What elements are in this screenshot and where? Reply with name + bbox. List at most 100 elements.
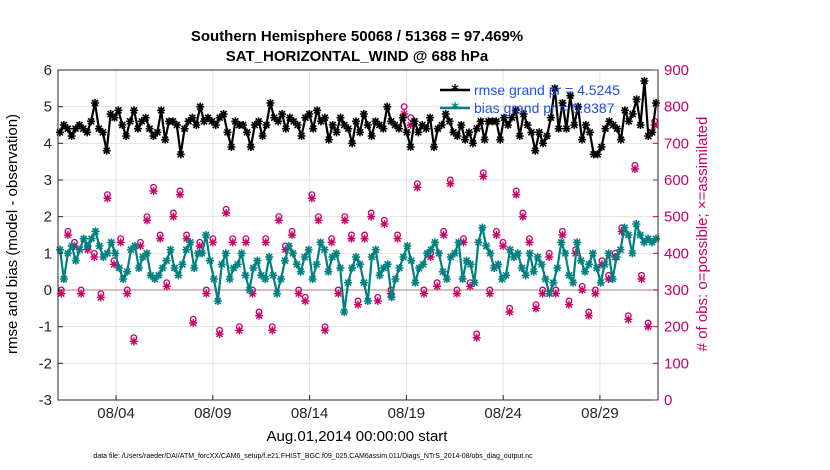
bias-marker — [154, 271, 163, 280]
rmse-marker — [554, 124, 563, 133]
obs-assimilated-marker — [96, 293, 105, 302]
obs-assimilated-marker — [459, 238, 468, 247]
obs-assimilated-marker — [149, 187, 158, 195]
bias-marker — [249, 264, 258, 272]
rmse-marker — [449, 128, 458, 137]
obs-assimilated-marker — [208, 238, 217, 247]
bias-marker — [498, 275, 507, 283]
rmse-marker — [387, 117, 396, 126]
bias-marker — [588, 249, 597, 258]
bias-marker — [209, 275, 218, 283]
obs-assimilated-marker — [143, 216, 152, 225]
bias-marker — [502, 271, 511, 280]
bias-marker — [458, 275, 467, 283]
bias-marker — [269, 271, 278, 280]
legend: * rmse grand pr = 4.5245 * bias grand pr… — [440, 81, 620, 117]
bias-marker — [592, 264, 601, 272]
rmse-marker — [398, 113, 407, 122]
obs-possible-marker — [400, 103, 408, 111]
bias-marker — [600, 260, 609, 269]
obs-assimilated-marker — [452, 289, 461, 298]
bias-marker — [320, 245, 329, 254]
left-tick-label: 0 — [44, 282, 52, 299]
legend-bias-marker: * — [451, 99, 459, 117]
rmse-marker — [609, 121, 618, 129]
rmse-marker — [480, 135, 489, 144]
bias-marker — [292, 260, 301, 269]
obs-assimilated-marker — [162, 282, 171, 291]
rmse-marker — [429, 143, 438, 151]
rmse-marker — [585, 128, 594, 137]
rmse-marker — [652, 99, 661, 107]
rmse-marker — [266, 99, 275, 107]
rmse-marker — [114, 106, 123, 115]
obs-assimilated-marker — [591, 289, 600, 298]
bias-marker — [257, 271, 266, 280]
bias-marker — [419, 260, 428, 269]
rmse-marker — [106, 110, 115, 118]
obs-assimilated-marker — [545, 253, 554, 261]
rmse-marker — [492, 117, 501, 126]
bias-marker — [150, 275, 159, 283]
rmse-marker — [161, 135, 170, 144]
rmse-marker — [453, 132, 462, 140]
rmse-marker — [558, 99, 567, 107]
obs-assimilated-marker — [558, 231, 567, 239]
rmse-marker — [375, 121, 384, 129]
rmse-marker — [542, 132, 551, 140]
obs-assimilated-marker — [512, 190, 521, 199]
rmse-marker — [94, 124, 103, 133]
data-file-footer: data file: /Users/raeder/DAI/ATM_forcXX/… — [93, 453, 533, 460]
bias-marker — [517, 264, 526, 272]
bias-marker — [434, 249, 443, 258]
bias-marker — [158, 264, 167, 272]
bias-marker — [505, 245, 514, 254]
rmse-marker — [414, 128, 423, 137]
rmse-marker — [328, 121, 337, 129]
obs-assimilated-marker — [373, 297, 382, 305]
bias-marker — [178, 260, 187, 269]
rmse-marker — [344, 124, 353, 133]
bias-marker — [537, 260, 546, 269]
bias-marker — [399, 253, 408, 261]
rmse-line — [58, 79, 658, 156]
obs-assimilated-marker — [472, 333, 481, 342]
bias-marker — [383, 260, 392, 269]
rmse-marker — [246, 143, 255, 151]
rmse-marker — [605, 117, 614, 126]
bias-marker — [640, 238, 649, 247]
bias-marker — [466, 260, 475, 269]
rmse-marker — [184, 117, 193, 126]
bias-marker — [652, 234, 661, 243]
obs-assimilated-marker — [129, 337, 138, 346]
obs-assimilated-marker — [354, 300, 362, 309]
rmse-marker — [188, 113, 197, 122]
bias-marker — [411, 278, 420, 287]
bias-marker — [620, 223, 629, 232]
obs-assimilated-marker — [288, 231, 297, 239]
rmse-marker — [289, 117, 298, 126]
rmse-marker — [391, 121, 400, 129]
bias-marker — [454, 238, 463, 247]
rmse-marker — [98, 128, 107, 137]
bias-marker — [403, 242, 412, 250]
obs-assimilated-marker — [360, 234, 369, 243]
bias-marker — [229, 264, 238, 272]
right-tick-label: 700 — [664, 135, 689, 152]
rmse-marker — [511, 106, 520, 115]
rmse-marker — [570, 121, 579, 129]
bias-marker — [644, 234, 653, 243]
obs-assimilated-marker — [195, 242, 204, 250]
rmse-marker — [87, 117, 96, 126]
rmse-marker — [75, 121, 84, 129]
bias-marker — [190, 264, 199, 272]
obs-assimilated-marker — [499, 242, 508, 250]
obs-assimilated-marker — [116, 238, 125, 247]
rmse-marker — [593, 150, 602, 159]
rmse-marker — [461, 135, 470, 144]
rmse-marker — [562, 124, 571, 133]
rmse-marker — [118, 121, 127, 129]
obs-assimilated-marker — [393, 234, 402, 243]
rmse-marker — [254, 117, 263, 126]
obs-assimilated-marker — [90, 253, 99, 261]
